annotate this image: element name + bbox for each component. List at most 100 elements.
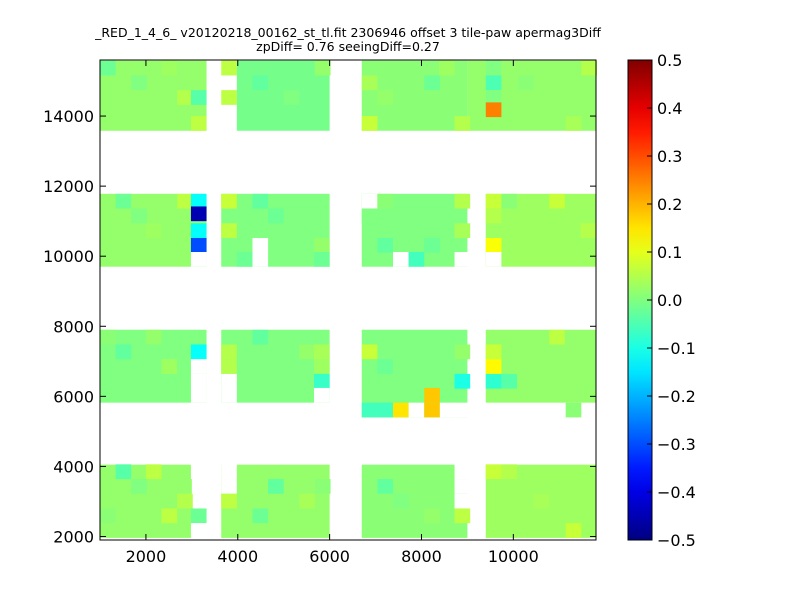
heatmap-cell <box>314 344 330 360</box>
heatmap-cell <box>485 237 502 253</box>
heatmap-cell <box>221 193 237 209</box>
heatmap-cell <box>115 193 132 209</box>
heatmap-cells <box>100 60 597 538</box>
colorbar-tick-label: −0.5 <box>657 531 696 550</box>
heatmap-cell <box>361 344 378 360</box>
heatmap-cell <box>177 493 193 509</box>
heatmap-cell <box>115 464 132 480</box>
heatmap-cell <box>454 223 471 238</box>
heatmap-block <box>361 464 468 538</box>
colorbar-tick-label: 0.5 <box>657 51 682 70</box>
heatmap-cell <box>361 116 378 131</box>
heatmap-cell <box>485 75 502 91</box>
heatmap-cell <box>485 464 502 480</box>
x-tick-label: 8000 <box>401 547 442 566</box>
colorbar-tick-label: 0.1 <box>657 243 682 262</box>
heatmap-cell <box>485 60 502 76</box>
heatmap-cell <box>190 206 207 222</box>
heatmap-cell <box>361 75 378 91</box>
heatmap-cell <box>161 359 178 374</box>
heatmap-cell <box>377 479 394 494</box>
heatmap-cell <box>314 373 330 389</box>
heatmap-cell <box>190 193 207 209</box>
y-tick-label: 4000 <box>53 457 94 476</box>
heatmap-cell <box>485 102 502 118</box>
heatmap-cell <box>393 493 409 509</box>
heatmap-cell <box>252 237 269 253</box>
heatmap-cell <box>314 252 330 267</box>
heatmap-cell <box>565 402 582 418</box>
heatmap-cell <box>454 344 471 360</box>
plot-frame <box>99 59 597 541</box>
heatmap-cell <box>221 479 237 494</box>
heatmap-cell <box>145 223 162 238</box>
heatmap-cell <box>314 237 330 253</box>
heatmap-cell <box>252 252 269 267</box>
heatmap-cell <box>361 208 378 224</box>
heatmap-cell <box>549 193 565 209</box>
heatmap-cell <box>580 223 596 238</box>
heatmap-cell <box>485 90 502 105</box>
heatmap-cell <box>424 402 440 418</box>
heatmap-cell <box>314 60 331 76</box>
heatmap-cell <box>485 208 502 224</box>
heatmap-cell <box>454 464 471 480</box>
heatmap-block <box>221 60 237 76</box>
heatmap-cell <box>252 329 269 345</box>
heatmap-cell <box>314 387 330 403</box>
heatmap-cell <box>454 508 471 524</box>
heatmap-cell <box>131 75 147 91</box>
heatmap-cell <box>454 373 471 389</box>
heatmap-cell <box>424 237 440 253</box>
heatmap-cell <box>377 359 394 374</box>
chart-subtitle: zpDiff= 0.76 seeingDiff=0.27 <box>256 39 440 54</box>
heatmap-cell <box>190 116 207 131</box>
heatmap-cell <box>533 493 550 509</box>
heatmap-cell <box>268 479 284 494</box>
heatmap-cell <box>408 402 425 418</box>
x-tick-label: 6000 <box>309 547 350 566</box>
colorbar-tick-label: 0.0 <box>657 291 682 310</box>
colorbar-tick-label: 0.4 <box>657 99 682 118</box>
x-tick-label: 2000 <box>126 547 167 566</box>
heatmap-cell <box>299 344 315 360</box>
colorbar-tick-label: −0.4 <box>657 483 696 502</box>
heatmap-cell <box>115 344 132 360</box>
heatmap-cell <box>454 193 471 209</box>
heatmap-cell <box>581 60 597 76</box>
heatmap-cell <box>221 464 237 480</box>
heatmap-cell <box>454 252 471 267</box>
heatmap-cell <box>268 359 284 374</box>
heatmap-cell <box>190 523 207 538</box>
heatmap-cell <box>161 60 178 76</box>
heatmap-cell <box>190 237 207 253</box>
heatmap-cell <box>501 193 518 209</box>
heatmap-cell <box>314 479 331 494</box>
heatmap-cell <box>236 252 253 267</box>
x-tick-label: 10000 <box>488 547 539 566</box>
heatmap-cell <box>314 359 330 374</box>
heatmap-cell <box>221 493 237 509</box>
heatmap-cell <box>190 90 207 105</box>
heatmap-cell <box>439 402 456 418</box>
heatmap-cell <box>252 193 269 209</box>
heatmap-cell <box>190 344 207 360</box>
y-tick-label: 12000 <box>43 177 94 196</box>
heatmap-cell <box>100 508 116 524</box>
heatmap-cell <box>517 75 534 91</box>
y-tick-label: 2000 <box>53 527 94 546</box>
heatmap-cell <box>485 344 502 360</box>
heatmap-block <box>236 60 330 131</box>
colorbar-tick-label: 0.2 <box>657 195 682 214</box>
heatmap-cell <box>533 208 550 224</box>
heatmap-cell <box>393 223 409 238</box>
colorbar-tick-label: 0.3 <box>657 147 682 166</box>
heatmap-cell <box>454 116 471 131</box>
heatmap-cell <box>190 508 207 524</box>
heatmap-cell <box>268 208 284 224</box>
heatmap-cell <box>100 60 116 76</box>
heatmap-cell <box>252 508 269 524</box>
x-tick-label: 4000 <box>217 547 258 566</box>
heatmap-cell <box>549 329 565 345</box>
